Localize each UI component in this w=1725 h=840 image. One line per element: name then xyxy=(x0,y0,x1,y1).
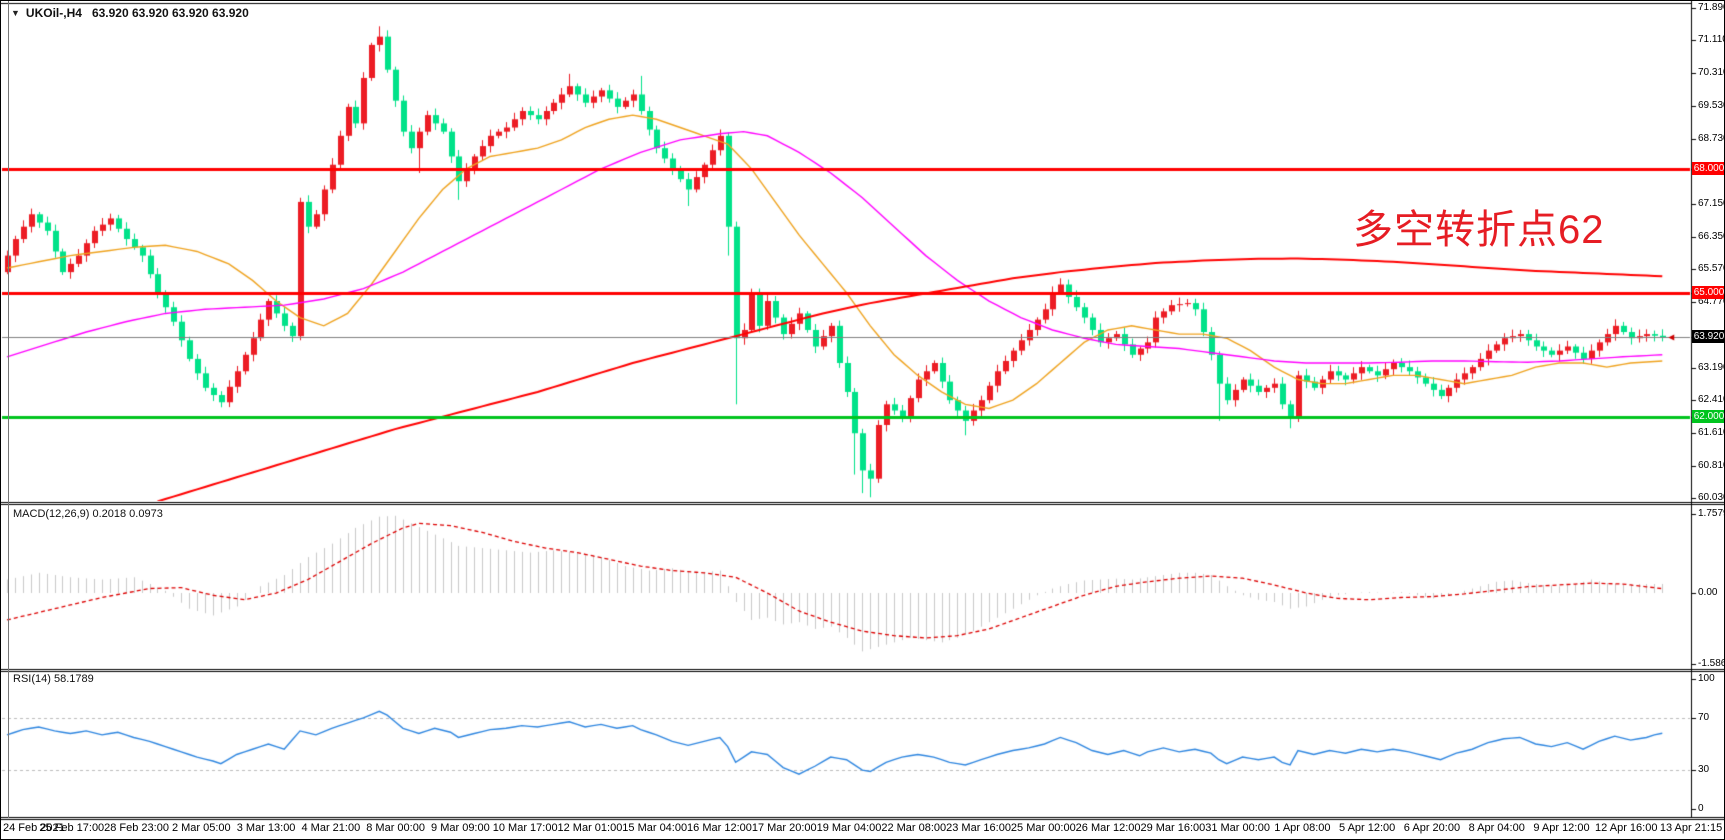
time-axis-label: 26 Mar 12:00 xyxy=(1075,822,1141,834)
time-axis-label: 1 Apr 08:00 xyxy=(1274,822,1331,834)
price-tick-label: 65.570 xyxy=(1698,263,1724,275)
chart-text-annotation[interactable]: 多空转折点62 xyxy=(1353,208,1605,252)
time-axis-label: 19 Mar 04:00 xyxy=(816,822,882,834)
time-axis-label: 31 Mar 00:00 xyxy=(1205,822,1271,834)
price-tick-label: 69.530 xyxy=(1698,99,1724,111)
time-axis-label: 3 Mar 13:00 xyxy=(236,822,296,834)
time-axis-label: 12 Mar 01:00 xyxy=(557,822,623,834)
time-axis-label: 23 Mar 16:00 xyxy=(946,822,1011,834)
symbol-period-label: UKOil-,H4 xyxy=(25,6,82,20)
window-left-border xyxy=(8,1,9,818)
time-axis-label: 4 Mar 21:00 xyxy=(301,822,361,834)
time-axis-label: 28 Feb 23:00 xyxy=(104,822,169,834)
time-axis-label: 25 Feb 17:00 xyxy=(39,822,105,834)
price-tick-label: 64.770 xyxy=(1698,296,1724,308)
price-tick-label: 66.350 xyxy=(1698,231,1724,242)
price-tick-label: 68.730 xyxy=(1698,132,1724,144)
time-axis-label: 9 Mar 09:00 xyxy=(431,822,490,834)
time-axis-label: 25 Mar 00:00 xyxy=(1010,822,1076,834)
time-axis-label: 8 Apr 04:00 xyxy=(1468,822,1525,834)
time-axis-label: 6 Apr 20:00 xyxy=(1403,822,1461,834)
ohlc-values: 63.920 63.920 63.920 63.920 xyxy=(91,6,249,20)
current-price-badge: 63.920 xyxy=(1692,330,1725,344)
rsi-tick-label: 30 xyxy=(1698,764,1710,776)
rsi-tick-label: 70 xyxy=(1698,711,1710,723)
price-level-badge-68.000: 68.000 xyxy=(1692,161,1725,175)
time-axis-label: 29 Mar 16:00 xyxy=(1140,822,1206,834)
time-axis-label: 9 Apr 12:00 xyxy=(1533,822,1590,834)
price-tick-label: 70.310 xyxy=(1698,67,1724,79)
time-axis-label: 15 Mar 04:00 xyxy=(622,822,688,834)
price-tick-label: 71.890 xyxy=(1698,2,1724,14)
time-axis-label: 10 Mar 17:00 xyxy=(492,822,558,834)
macd-tick-label: 0.00 xyxy=(1698,587,1718,598)
price-tick-label: 60.030 xyxy=(1698,492,1724,504)
price-level-badge-65.000: 65.000 xyxy=(1692,285,1725,299)
time-axis-label: 5 Apr 12:00 xyxy=(1339,822,1396,834)
price-tick-label: 60.810 xyxy=(1698,459,1724,471)
price-tick-label: 67.150 xyxy=(1698,197,1724,209)
time-axis-label: 17 Mar 20:00 xyxy=(751,822,817,834)
rsi-indicator-label: RSI(14) 58.1789 xyxy=(13,673,94,685)
time-axis-label: 22 Mar 08:00 xyxy=(881,822,947,834)
time-axis-label: 12 Apr 16:00 xyxy=(1595,822,1658,834)
time-axis-label: 8 Mar 00:00 xyxy=(366,822,425,834)
chart-header: ▼ UKOil-,H4 63.920 63.920 63.920 63.920 xyxy=(11,6,249,20)
price-tick-label: 61.610 xyxy=(1698,426,1724,438)
time-axis-label: 16 Mar 12:00 xyxy=(687,822,752,834)
price-tick-label: 63.190 xyxy=(1698,361,1724,373)
price-level-badge-62.000: 62.000 xyxy=(1692,409,1725,423)
time-axis-label: 24 Feb 2021 xyxy=(3,822,65,834)
rsi-tick-label: 100 xyxy=(1698,672,1715,684)
time-axis-label: 2 Mar 05:00 xyxy=(171,822,231,834)
price-tick-label: 71.110 xyxy=(1698,34,1725,46)
macd-tick-label: 1.7579 xyxy=(1698,508,1724,520)
macd-tick-label: -1.5867 xyxy=(1698,658,1724,670)
time-axis-label: 13 Apr 21:15 xyxy=(1659,822,1723,834)
chevron-down-icon[interactable]: ▼ xyxy=(11,8,20,18)
rsi-tick-label: 0 xyxy=(1698,803,1704,815)
macd-indicator-label: MACD(12,26,9) 0.2018 0.0973 xyxy=(13,508,163,520)
price-tick-label: 62.410 xyxy=(1698,393,1724,405)
